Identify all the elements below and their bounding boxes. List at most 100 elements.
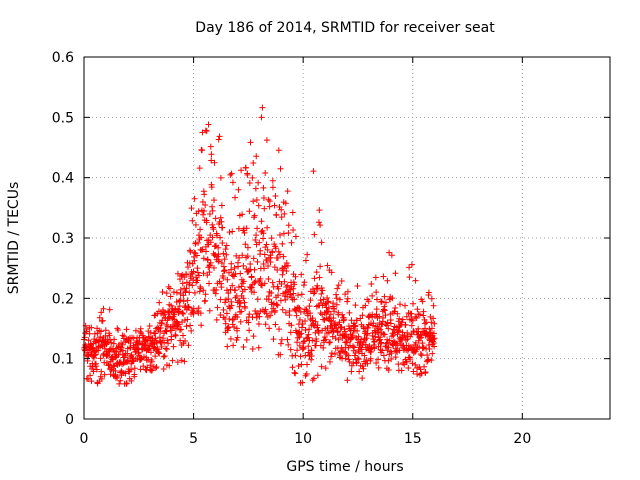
data-point [363, 331, 370, 338]
data-point [236, 303, 243, 310]
data-point [340, 348, 347, 355]
data-point [419, 340, 426, 347]
data-point [179, 280, 186, 287]
data-point [223, 310, 230, 317]
data-point [259, 281, 266, 288]
data-point [384, 277, 391, 284]
data-point [324, 295, 331, 302]
data-point [385, 366, 392, 373]
data-point [88, 344, 95, 351]
axis-ticks: 0 5 10 15 20 0 0.1 0.2 0.3 0.4 0.5 0.6 [52, 50, 610, 447]
data-point [290, 285, 297, 292]
data-point [114, 373, 121, 380]
data-point [380, 273, 387, 280]
data-point [170, 289, 177, 296]
data-point [161, 339, 168, 346]
data-point [330, 300, 337, 307]
data-point [271, 202, 278, 209]
data-point [407, 356, 414, 363]
data-point [150, 345, 157, 352]
data-point [175, 321, 182, 328]
data-point [189, 282, 196, 289]
data-point [265, 275, 272, 282]
data-point [301, 279, 308, 286]
data-point [342, 355, 349, 362]
chart-title: Day 186 of 2014, SRMTID for receiver sea… [195, 20, 495, 36]
data-point [253, 232, 260, 239]
data-point [208, 157, 215, 164]
data-point [138, 355, 145, 362]
data-point [328, 353, 335, 360]
data-point [215, 256, 222, 263]
data-point [226, 229, 233, 236]
data-point [116, 380, 123, 387]
data-point [222, 246, 229, 253]
data-point [239, 252, 246, 259]
data-point [107, 371, 114, 378]
data-point [408, 310, 415, 317]
data-point [367, 355, 374, 362]
data-point [369, 332, 376, 339]
data-point [309, 337, 316, 344]
data-point [428, 357, 435, 364]
data-point [230, 316, 237, 323]
data-point [403, 313, 410, 320]
data-point [352, 322, 359, 329]
data-point [359, 363, 366, 370]
data-point [90, 368, 97, 375]
data-point [106, 346, 113, 353]
data-point [376, 313, 383, 320]
data-point [132, 327, 139, 334]
data-point [211, 159, 218, 166]
data-point [218, 202, 225, 209]
data-point [431, 335, 438, 342]
data-point [300, 345, 307, 352]
data-point [172, 331, 179, 338]
data-point [190, 310, 197, 317]
data-point [264, 246, 271, 253]
data-point [331, 305, 338, 312]
data-point [256, 313, 263, 320]
data-point [395, 328, 402, 335]
data-point [195, 239, 202, 246]
data-point [343, 331, 350, 338]
data-point [327, 339, 334, 346]
data-point [200, 207, 207, 214]
data-point [264, 224, 271, 231]
data-point [221, 256, 228, 263]
data-point [333, 291, 340, 298]
data-point [420, 308, 427, 315]
data-point [353, 317, 360, 324]
data-point [165, 309, 172, 316]
data-point [165, 340, 172, 347]
data-point [152, 353, 159, 360]
data-point [291, 296, 298, 303]
data-point [346, 358, 353, 365]
data-point [207, 239, 214, 246]
data-point [378, 339, 385, 346]
data-point [315, 219, 322, 226]
data-point [227, 286, 234, 293]
data-point [199, 246, 206, 253]
data-point [268, 289, 275, 296]
data-point [311, 289, 318, 296]
data-point [163, 290, 170, 297]
data-point [106, 332, 113, 339]
data-point [96, 314, 103, 321]
data-point [266, 198, 273, 205]
data-point [229, 179, 236, 186]
data-point [257, 308, 264, 315]
data-point [313, 303, 320, 310]
data-point [337, 324, 344, 331]
data-point [119, 341, 126, 348]
data-point [339, 311, 346, 318]
data-point [128, 366, 135, 373]
data-point [333, 301, 340, 308]
data-point [385, 325, 392, 332]
data-point [206, 269, 213, 276]
data-point [282, 289, 289, 296]
data-point [208, 151, 215, 158]
data-point [399, 319, 406, 326]
data-point [374, 329, 381, 336]
data-point [363, 356, 370, 363]
